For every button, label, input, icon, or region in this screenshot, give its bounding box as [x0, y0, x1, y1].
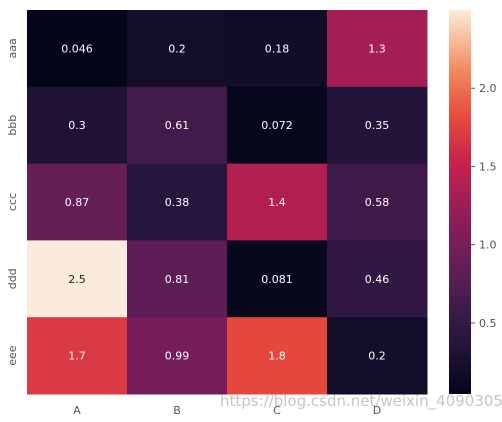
cell-label-ddd-D: 0.46: [365, 273, 390, 286]
cell-annotations: 0.046 0.2 0.18 1.3 0.3 0.61 0.072 0.35 0.87 0.38 1…: [61, 42, 389, 362]
heatmap-cell-ccc-D: [327, 163, 428, 241]
heatmap-cells: [27, 10, 428, 395]
cell-label-ccc-C: 1.4: [268, 196, 286, 209]
cell-label-bbb-D: 0.35: [365, 119, 390, 132]
cell-label-ddd-A: 2.5: [68, 273, 86, 286]
heatmap-cell-ddd-C: [227, 240, 328, 318]
colorbar: [449, 10, 471, 394]
y-tick-label-ddd: ddd: [6, 268, 19, 289]
heatmap-cell-eee-A: [27, 317, 128, 395]
cell-label-ccc-D: 0.58: [365, 196, 390, 209]
cell-label-eee-B: 0.99: [165, 350, 190, 363]
heatmap-cell-ccc-C: [227, 163, 328, 241]
heatmap-cell-ddd-A: [27, 240, 128, 318]
watermark-text: https://blog.csdn.net/weixin_40903057: [220, 392, 502, 410]
heatmap-cell-eee-D: [327, 317, 428, 395]
cell-label-bbb-C: 0.072: [261, 119, 293, 132]
cell-label-aaa-B: 0.2: [168, 42, 186, 55]
heatmap-cell-bbb-D: [327, 86, 428, 165]
heatmap-cell-bbb-B: [127, 86, 228, 165]
cell-label-ccc-A: 0.87: [65, 196, 90, 209]
x-tick-label-D: D: [373, 404, 381, 417]
cell-label-aaa-C: 0.18: [265, 42, 290, 55]
heatmap-cell-aaa-B: [127, 10, 228, 88]
cell-label-eee-A: 1.7: [68, 350, 86, 363]
colorbar-tick-label-2: 1.5: [479, 160, 497, 173]
x-tick-label-B: B: [173, 404, 181, 417]
heatmap-cell-bbb-A: [27, 86, 128, 165]
heatmap-cell-eee-B: [127, 317, 228, 395]
colorbar-tick-label-1: 1.0: [479, 239, 497, 252]
heatmap-cell-ccc-A: [27, 163, 128, 241]
cell-label-bbb-A: 0.3: [68, 119, 86, 132]
cell-label-eee-C: 1.8: [268, 350, 286, 363]
y-tick-label-eee: eee: [6, 345, 19, 366]
heatmap-cell-ccc-B: [127, 163, 228, 241]
x-tick-label-C: C: [273, 404, 281, 417]
x-tick-labels: A B C D: [73, 404, 381, 417]
heatmap-cell-aaa-D: [327, 10, 428, 88]
cell-label-ddd-C: 0.081: [261, 273, 293, 286]
colorbar-tick-label-0: 0.5: [479, 317, 497, 330]
colorbar-ticks: 0.5 1.0 1.5 2.0: [471, 82, 497, 330]
x-tick-label-A: A: [73, 404, 81, 417]
y-tick-label-aaa: aaa: [6, 38, 19, 58]
cell-label-ddd-B: 0.81: [165, 273, 190, 286]
heatmap-cell-aaa-C: [227, 10, 328, 88]
cell-label-bbb-B: 0.61: [165, 119, 190, 132]
cell-label-aaa-D: 1.3: [368, 42, 386, 55]
heatmap-cell-ddd-D: [327, 240, 428, 318]
y-tick-labels: aaa bbb ccc ddd eee: [6, 38, 19, 365]
heatmap-cell-aaa-A: [27, 10, 128, 88]
y-tick-label-bbb: bbb: [6, 115, 19, 136]
cell-label-eee-D: 0.2: [368, 350, 386, 363]
y-tick-label-ccc: ccc: [6, 193, 19, 211]
heatmap-cell-ddd-B: [127, 240, 228, 318]
colorbar-tick-label-3: 2.0: [479, 82, 497, 95]
cell-label-ccc-B: 0.38: [165, 196, 190, 209]
heatmap-cell-bbb-C: [227, 86, 328, 165]
cell-label-aaa-A: 0.046: [61, 42, 93, 55]
heatmap-cell-eee-C: [227, 317, 328, 395]
